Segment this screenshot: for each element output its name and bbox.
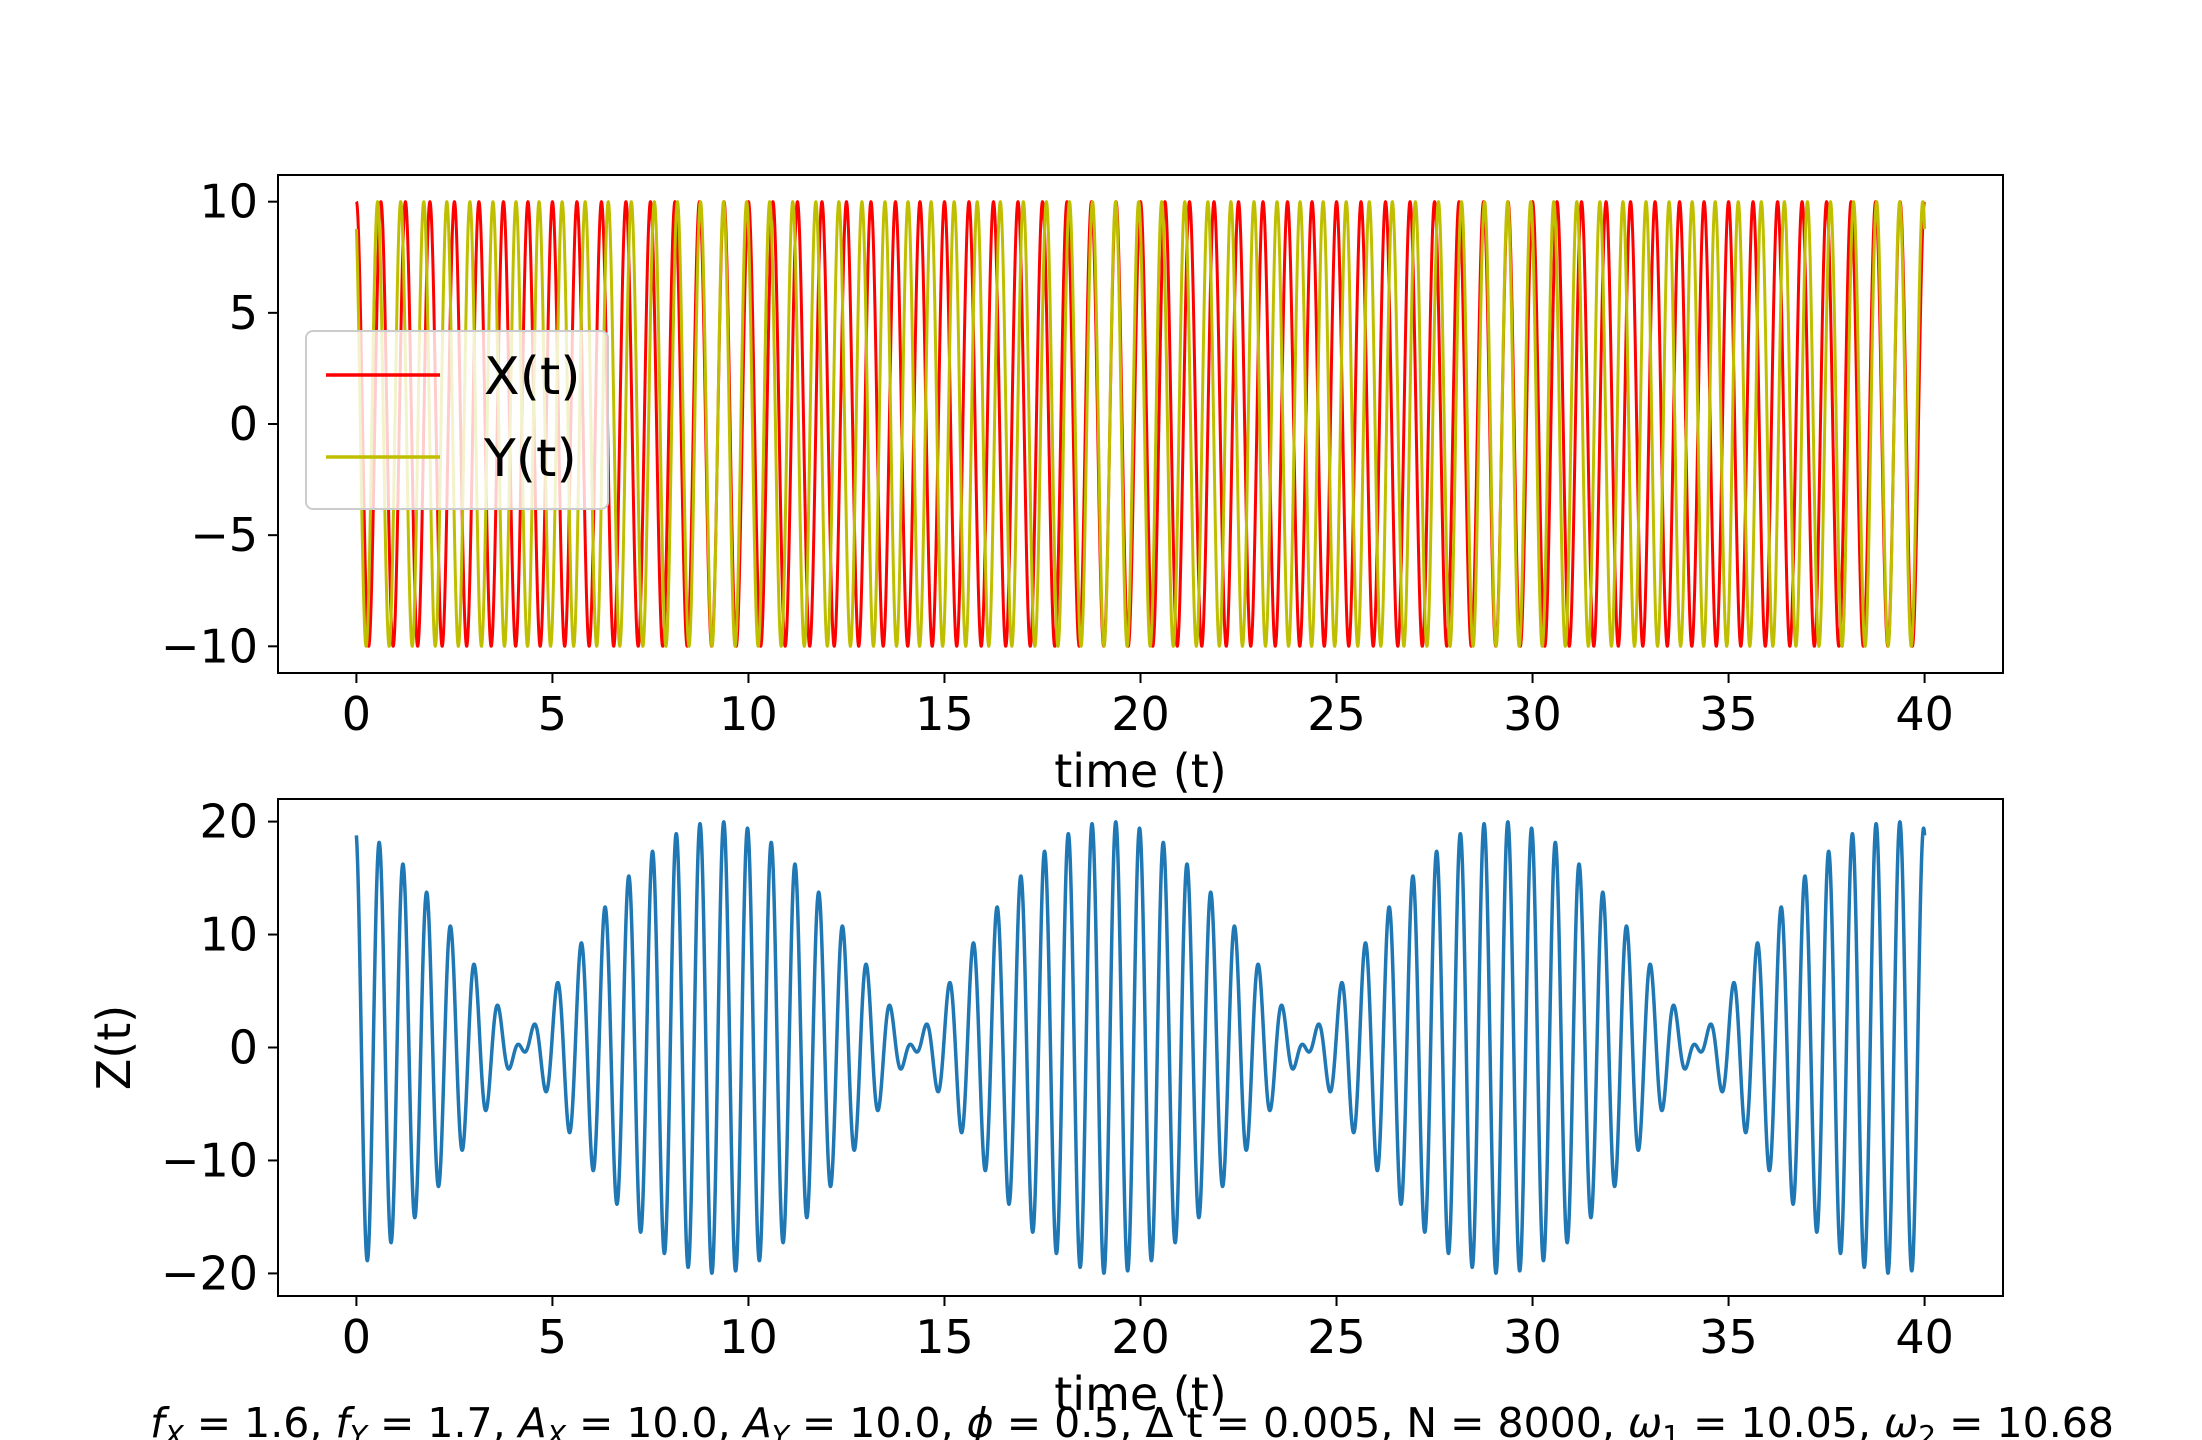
bottom-xtick-label: 15 <box>915 1310 974 1364</box>
top-ytick-label: 0 <box>229 397 258 451</box>
legend: X(t) Y(t) <box>305 330 609 510</box>
top-xtick-label: 20 <box>1111 687 1170 741</box>
caption-w1-value: = 10.05, <box>1680 1399 1884 1440</box>
bottom-ytick-label: −10 <box>161 1133 258 1187</box>
caption-ax-value: = 10.0, <box>566 1399 744 1440</box>
bottom-ytick-label: 0 <box>229 1021 258 1075</box>
top-xtick-label: 35 <box>1699 687 1758 741</box>
top-xtick-label: 40 <box>1895 687 1954 741</box>
bottom-xtick-label: 30 <box>1503 1310 1562 1364</box>
bottom-series-group <box>354 820 1927 1275</box>
bottom-ytick-label: 20 <box>199 795 258 849</box>
top-x-axis-label: time (t) <box>1054 744 1226 798</box>
caption-w1-subscript: 1 <box>1662 1419 1680 1440</box>
series-line-y <box>354 200 1927 648</box>
caption-ax-subscript: X <box>545 1419 567 1440</box>
bottom-x-axis-label: time (t) <box>1054 1367 1226 1421</box>
top-ytick-label: 5 <box>229 286 258 340</box>
caption-ax-symbol: A <box>516 1399 547 1440</box>
top-ytick-label: −10 <box>161 619 258 673</box>
top-series-group <box>354 200 1927 648</box>
caption-fy-value: = 1.7, <box>367 1399 519 1440</box>
caption-w2-symbol: ω <box>1884 1399 1918 1440</box>
legend-label-y: Y(t) <box>483 429 577 489</box>
figure-caption: fX = 1.6, fY = 1.7, AX = 10.0, AY = 10.0… <box>150 1399 2114 1440</box>
top-xtick-label: 5 <box>538 687 567 741</box>
top-xtick-label: 25 <box>1307 687 1366 741</box>
top-ticks-group: 0 5 10 15 20 25 30 35 40 10 5 0 −5 −10 <box>161 175 1954 741</box>
bottom-ticks-group: 0 5 10 15 20 25 30 35 40 20 10 0 −10 −20 <box>161 795 1954 1364</box>
bottom-y-axis-label: Z(t) <box>87 1005 141 1090</box>
top-ytick-label: 10 <box>199 175 258 229</box>
bottom-xtick-label: 0 <box>342 1310 371 1364</box>
caption-phi-symbol: ϕ <box>967 1399 994 1440</box>
top-ytick-label: −5 <box>190 508 258 562</box>
caption-fx-subscript: X <box>163 1419 185 1440</box>
bottom-chart-panel: 0 5 10 15 20 25 30 35 40 20 10 0 −10 −20 time (t) Z(t… <box>87 795 2004 1421</box>
bottom-xtick-label: 10 <box>719 1310 778 1364</box>
bottom-xtick-label: 5 <box>538 1310 567 1364</box>
top-xtick-label: 0 <box>342 687 371 741</box>
caption-ay-subscript: Y <box>772 1419 791 1440</box>
bottom-xtick-label: 35 <box>1699 1310 1758 1364</box>
top-xtick-label: 30 <box>1503 687 1562 741</box>
caption-w1-symbol: ω <box>1628 1399 1662 1440</box>
bottom-ytick-label: 10 <box>199 908 258 962</box>
caption-ay-symbol: A <box>741 1399 772 1440</box>
caption-w2-subscript: 2 <box>1918 1419 1936 1440</box>
bottom-xtick-label: 25 <box>1307 1310 1366 1364</box>
bottom-xtick-label: 40 <box>1895 1310 1954 1364</box>
bottom-ytick-label: −20 <box>161 1246 258 1300</box>
top-xtick-label: 15 <box>915 687 974 741</box>
caption-ay-value: = 10.0, <box>789 1399 967 1440</box>
bottom-xtick-label: 20 <box>1111 1310 1170 1364</box>
series-line-x <box>355 200 1926 648</box>
caption-fx-value: = 1.6, <box>184 1399 336 1440</box>
caption-fy-subscript: Y <box>350 1419 369 1440</box>
caption-phi-value: = 0.5, Δ t = 0.005, N = 8000, <box>994 1399 1628 1440</box>
caption-w2-value: = 10.68 <box>1936 1399 2114 1440</box>
series-line-z <box>354 820 1927 1275</box>
top-chart-panel: 0 5 10 15 20 25 30 35 40 10 5 0 −5 −10 time (t) X(t) … <box>161 174 2004 798</box>
top-xtick-label: 10 <box>719 687 778 741</box>
legend-label-x: X(t) <box>484 347 581 407</box>
